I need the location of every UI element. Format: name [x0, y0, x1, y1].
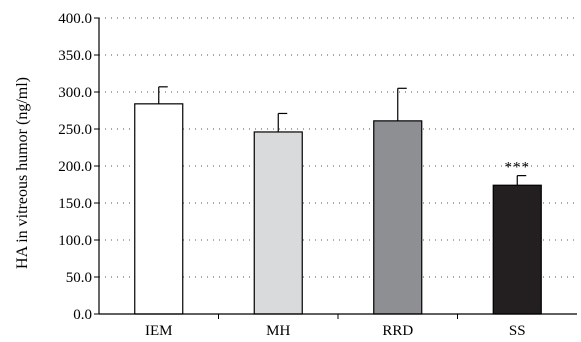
axes	[94, 17, 577, 319]
x-category-label-ss: SS	[509, 323, 526, 339]
y-tick-label: 300.0	[58, 85, 92, 101]
x-category-label-mh: MH	[266, 323, 290, 339]
x-category-label-iem: IEM	[145, 323, 173, 339]
y-tick-label: 350.0	[58, 48, 92, 64]
y-tick-label: 400.0	[58, 11, 92, 27]
x-category-label-rrd: RRD	[382, 323, 413, 339]
bar-mh	[253, 131, 303, 315]
y-tick-label: 0.0	[73, 307, 92, 323]
annotations: ***	[505, 160, 531, 176]
bar-rrd	[373, 120, 423, 315]
y-tick-label: 100.0	[58, 233, 92, 249]
bar-iem	[134, 103, 184, 315]
y-axis-title: HA in vitreous humor (ng/ml)	[14, 77, 31, 269]
y-tick-label: 50.0	[66, 270, 92, 286]
bars	[134, 103, 542, 315]
significance-annotation: ***	[505, 160, 531, 176]
y-tick-labels: 0.0 50.0 100.0 150.0 200.0 250.0 300.0 350.0 400…	[58, 11, 92, 323]
y-tick-label: 150.0	[58, 196, 92, 212]
y-tick-label: 250.0	[58, 122, 92, 138]
bar-ss	[492, 184, 542, 315]
x-category-labels: IEM MH RRD SS	[145, 323, 526, 339]
y-tick-label: 200.0	[58, 159, 92, 175]
error-bars	[158, 86, 527, 186]
